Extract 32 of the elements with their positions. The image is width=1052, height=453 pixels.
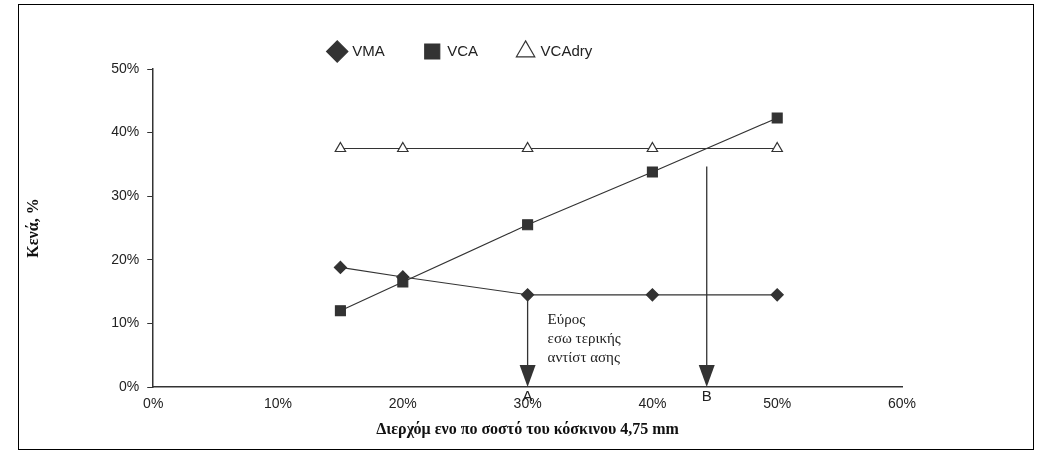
x-tick-label: 20% [388,395,417,412]
point [646,141,659,153]
point [771,112,783,124]
point [770,288,784,302]
point [334,305,346,317]
point [521,288,535,302]
point [771,141,783,153]
annotation: Εύρος εσω τερικής αντίστ ασης [547,311,621,366]
y-tick-label: 0% [118,377,140,394]
point [397,141,409,153]
x-tick-label: 60% [887,395,917,412]
x-tick-label: 10% [264,395,293,412]
y-tick-label: 30% [111,187,140,204]
legend-label: VCA [447,41,479,59]
y-tick-label: 50% [111,59,140,76]
x-tick-label: 50% [763,395,792,412]
point [521,141,534,153]
y-axis-title: Κενά, % [23,198,41,258]
x-tick-label: 0% [143,395,164,412]
y-tick-label: 20% [111,250,140,267]
point [646,166,658,178]
point [645,288,660,302]
point [334,141,347,153]
y-tick-label: 10% [111,314,140,331]
y-tick-label: 40% [111,123,140,140]
point [522,219,534,231]
point [333,260,348,275]
x-tick-label: 40% [638,395,667,412]
annotation: B [701,386,712,404]
legend-label: VCAdry [540,41,593,59]
legend-label: VMA [352,41,385,59]
x-axis-title: Διερχόμ ενο πο σοστό του κόσκινου 4,75 mm [376,419,680,438]
